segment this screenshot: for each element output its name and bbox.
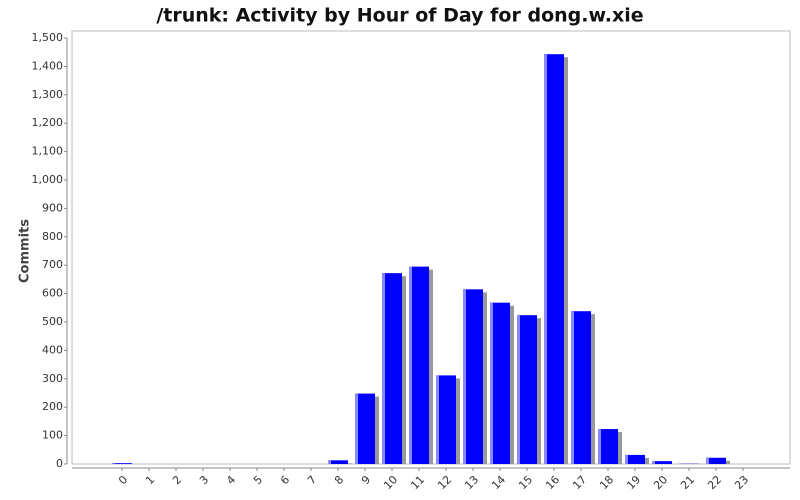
bar: [571, 311, 591, 464]
bar-highlight: [625, 454, 628, 464]
bar-highlight: [571, 311, 574, 464]
x-tick-label: 14: [489, 473, 508, 492]
x-tick-label: 4: [224, 473, 238, 487]
x-tick-label: 17: [570, 473, 589, 492]
y-tick-label: 1,200: [32, 116, 64, 129]
bar-highlight: [544, 54, 547, 465]
x-tick-label: 9: [359, 473, 373, 487]
bar-highlight: [112, 463, 115, 464]
y-tick-label: 600: [42, 287, 63, 300]
x-tick-label: 16: [543, 473, 562, 492]
x-tick-label: 21: [678, 473, 697, 492]
x-tick-label: 12: [435, 473, 454, 492]
x-tick-label: 23: [732, 473, 751, 492]
bar: [706, 457, 726, 464]
y-tick-label: 1,300: [32, 88, 64, 101]
x-tick-label: 0: [116, 473, 130, 487]
x-tick-label: 10: [381, 473, 400, 492]
x-tick-label: 18: [597, 473, 616, 492]
x-tick-label: 13: [462, 473, 481, 492]
y-tick-label: 1,100: [32, 145, 64, 158]
y-tick-label: 0: [56, 457, 63, 470]
chart-title: /trunk: Activity by Hour of Day for dong…: [156, 5, 643, 27]
x-tick-label: 15: [516, 473, 535, 492]
y-tick-label: 1,400: [32, 59, 64, 72]
bar-highlight: [598, 429, 601, 464]
bar-highlight: [436, 375, 439, 464]
bar-highlight: [490, 302, 493, 464]
x-tick-label: 2: [170, 473, 184, 487]
y-tick-label: 200: [42, 400, 63, 413]
x-tick-label: 20: [651, 473, 670, 492]
bar: [112, 463, 132, 464]
y-axis-label: Commits: [18, 219, 33, 283]
bar: [625, 454, 645, 464]
x-tick-label: 1: [143, 473, 157, 487]
bar: [598, 429, 618, 464]
y-tick-label: 400: [42, 343, 63, 356]
x-tick-label: 5: [251, 473, 265, 487]
y-tick-label: 500: [42, 315, 63, 328]
y-tick-label: 700: [42, 258, 63, 271]
bar: [490, 302, 510, 464]
x-tick-label: 7: [305, 473, 319, 487]
bar: [355, 393, 375, 464]
bar-highlight: [328, 460, 331, 464]
bar: [652, 461, 672, 464]
x-tick-label: 6: [278, 473, 292, 487]
bar: [544, 54, 564, 465]
x-tick-label: 3: [197, 473, 211, 487]
bar-highlight: [355, 393, 358, 464]
bar-highlight: [409, 266, 412, 464]
bar: [517, 315, 537, 464]
x-tick-label: 19: [624, 473, 643, 492]
y-tick-label: 1,500: [32, 31, 64, 44]
y-tick-label: 300: [42, 372, 63, 385]
x-tick-label: 22: [705, 473, 724, 492]
bar-highlight: [652, 461, 655, 464]
y-tick-label: 1,000: [32, 173, 64, 186]
y-tick-label: 900: [42, 201, 63, 214]
x-tick-label: 8: [332, 473, 346, 487]
y-tick-label: 100: [42, 429, 63, 442]
bar-highlight: [382, 273, 385, 464]
x-tick-label: 11: [408, 473, 427, 492]
bar-highlight: [463, 289, 466, 464]
bar-highlight: [706, 457, 709, 464]
bar-highlight: [517, 315, 520, 464]
bar: [382, 273, 402, 464]
bar: [463, 289, 483, 464]
bar: [436, 375, 456, 464]
bar: [328, 460, 348, 464]
y-tick-label: 800: [42, 230, 63, 243]
bar: [409, 266, 429, 464]
